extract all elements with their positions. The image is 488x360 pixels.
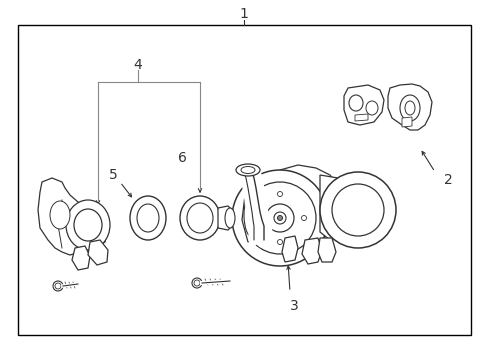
Circle shape: [319, 172, 395, 248]
Ellipse shape: [224, 208, 235, 228]
Circle shape: [265, 204, 293, 232]
Polygon shape: [343, 85, 383, 125]
Text: 6: 6: [177, 151, 186, 165]
Ellipse shape: [404, 101, 414, 115]
Ellipse shape: [399, 95, 419, 121]
Polygon shape: [218, 206, 231, 230]
Polygon shape: [282, 236, 297, 262]
Ellipse shape: [66, 200, 110, 250]
Ellipse shape: [244, 193, 260, 237]
Text: 3: 3: [289, 299, 298, 313]
Text: 2: 2: [443, 173, 451, 187]
Ellipse shape: [236, 164, 260, 176]
Polygon shape: [319, 175, 351, 240]
Ellipse shape: [241, 166, 254, 174]
Ellipse shape: [74, 209, 102, 241]
Polygon shape: [354, 114, 367, 121]
Ellipse shape: [365, 101, 377, 115]
Bar: [18, 25, 470, 335]
Circle shape: [192, 278, 202, 288]
Circle shape: [53, 281, 63, 291]
Polygon shape: [280, 165, 341, 242]
Polygon shape: [387, 84, 431, 130]
Polygon shape: [88, 240, 108, 265]
Ellipse shape: [348, 95, 362, 111]
Text: 4: 4: [133, 58, 142, 72]
Text: 1: 1: [239, 7, 248, 21]
Ellipse shape: [180, 196, 220, 240]
Polygon shape: [302, 238, 321, 264]
Polygon shape: [317, 238, 335, 262]
Polygon shape: [72, 246, 90, 270]
Circle shape: [244, 182, 315, 254]
Circle shape: [277, 216, 282, 220]
Circle shape: [273, 212, 285, 224]
Polygon shape: [401, 117, 411, 127]
Polygon shape: [242, 190, 264, 242]
Ellipse shape: [50, 201, 70, 229]
Polygon shape: [38, 178, 108, 255]
Text: 5: 5: [108, 168, 117, 182]
Ellipse shape: [130, 196, 165, 240]
Ellipse shape: [186, 203, 213, 233]
Ellipse shape: [137, 204, 159, 232]
Circle shape: [231, 170, 327, 266]
Circle shape: [331, 184, 383, 236]
